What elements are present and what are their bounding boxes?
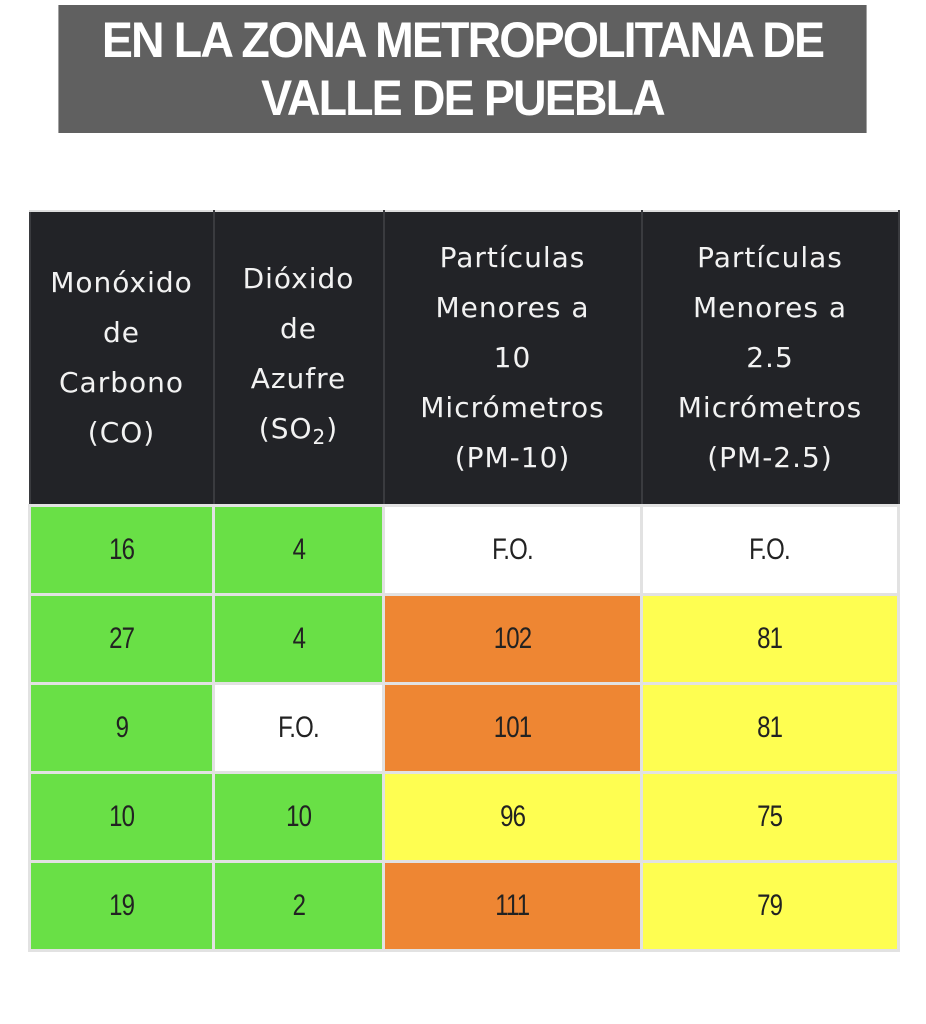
column-header-co: Monóxido de Carbono (CO) <box>28 210 215 506</box>
table-cell-co: 27 <box>28 593 215 685</box>
cell-value: 2 <box>292 889 305 922</box>
table-row: 27 4 102 81 <box>28 593 900 685</box>
table-cell-pm10: 102 <box>382 593 643 685</box>
table-cell-co: 10 <box>28 771 215 863</box>
table-cell-pm25: 79 <box>640 860 900 952</box>
table-cell-pm25: 81 <box>640 593 900 685</box>
table-cell-so2: 2 <box>212 860 385 952</box>
cell-value: 16 <box>108 533 135 566</box>
title-banner: EN LA ZONA METROPOLITANA DE VALLE DE PUE… <box>58 5 867 133</box>
table-row: 19 2 111 79 <box>28 860 900 952</box>
cell-value: 96 <box>499 800 526 833</box>
pollutant-table: Monóxido de Carbono (CO) Dióxido de Azuf… <box>28 210 900 952</box>
cell-value: 75 <box>757 800 783 833</box>
cell-value: 19 <box>108 889 135 922</box>
table-cell-pm25: 81 <box>640 682 900 774</box>
title-line-1: EN LA ZONA METROPOLITANA DE <box>101 12 825 68</box>
column-header-pm25: Partículas Menores a 2.5 Micrómetros (PM… <box>640 210 900 506</box>
table-cell-pm25: 75 <box>640 771 900 863</box>
table-cell-pm25: F.O. <box>640 504 900 596</box>
column-header-pm10: Partículas Menores a 10 Micrómetros (PM-… <box>382 210 643 506</box>
table-row: 16 4 F.O. F.O. <box>28 504 900 596</box>
cell-value: F.O. <box>749 533 792 566</box>
table-cell-co: 19 <box>28 860 215 952</box>
cell-value: 81 <box>757 622 783 655</box>
cell-value: 10 <box>108 800 135 833</box>
table-cell-so2: 10 <box>212 771 385 863</box>
cell-value: 111 <box>495 889 530 922</box>
cell-value: 79 <box>757 889 783 922</box>
table-cell-so2: F.O. <box>212 682 385 774</box>
cell-value: F.O. <box>278 711 320 744</box>
table-cell-co: 9 <box>28 682 215 774</box>
cell-value: 4 <box>292 622 305 655</box>
cell-value: F.O. <box>492 533 534 566</box>
table-row: 10 10 96 75 <box>28 771 900 863</box>
cell-value: 10 <box>285 800 312 833</box>
cell-value: 101 <box>493 711 532 744</box>
cell-value: 81 <box>757 711 783 744</box>
table-cell-pm10: 96 <box>382 771 643 863</box>
cell-value: 4 <box>292 533 305 566</box>
table-cell-so2: 4 <box>212 504 385 596</box>
table-cell-pm10: 111 <box>382 860 643 952</box>
cell-value: 9 <box>115 711 128 744</box>
cell-value: 102 <box>493 622 532 655</box>
table-cell-co: 16 <box>28 504 215 596</box>
table-header-row: Monóxido de Carbono (CO) Dióxido de Azuf… <box>28 210 900 506</box>
table-cell-pm10: F.O. <box>382 504 643 596</box>
table-cell-pm10: 101 <box>382 682 643 774</box>
table-cell-so2: 4 <box>212 593 385 685</box>
title-line-2: VALLE DE PUEBLA <box>261 70 666 126</box>
column-header-so2: Dióxido de Azufre (SO2) <box>212 210 385 506</box>
table-row: 9 F.O. 101 81 <box>28 682 900 774</box>
cell-value: 27 <box>108 622 135 655</box>
